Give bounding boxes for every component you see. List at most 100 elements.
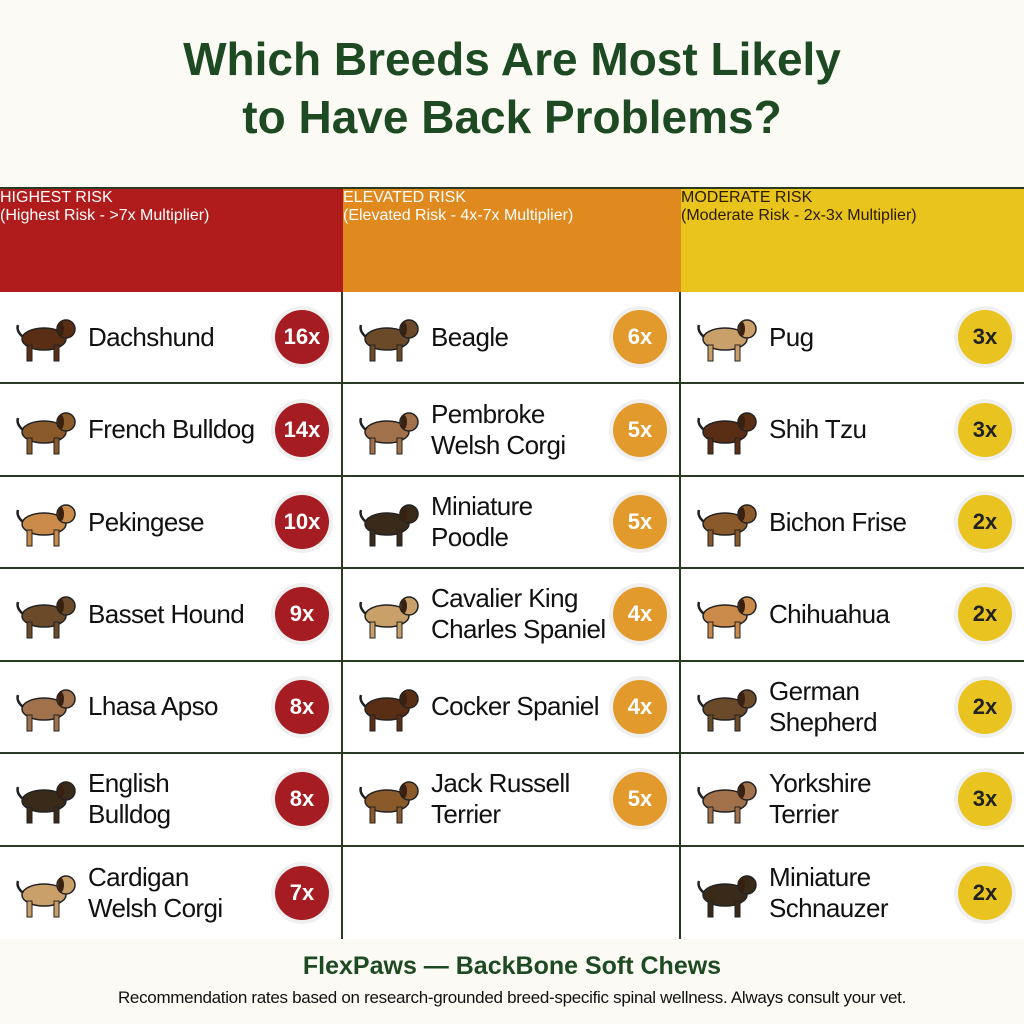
breed-cell: Pug 3x: [681, 292, 1024, 385]
column-header: ELEVATED RISK (Elevated Risk - 4x-7x Mult…: [343, 189, 681, 292]
breed-name-line: Bichon Frise: [769, 506, 907, 537]
breed-cell: German Shepherd 2x: [681, 661, 1024, 755]
risk-badge: 3x: [958, 772, 1012, 827]
breed-name: Yorkshire Terrier: [763, 768, 958, 830]
breed-name-line: Bulldog: [88, 799, 171, 830]
risk-badge: 14x: [275, 402, 329, 457]
breed-name-line: Lhasa Apso: [88, 691, 219, 722]
breed-name-line: Basset Hound: [88, 598, 245, 629]
dog-icon: [691, 492, 763, 552]
breed-name: Miniature Poodle: [425, 491, 613, 553]
breed-cell: Dachshund 16x: [0, 292, 343, 385]
breed-cell: Pembroke Welsh Corgi 5x: [343, 384, 681, 477]
dog-drawing: [16, 319, 76, 362]
risk-badge: 2x: [958, 495, 1012, 550]
footer-note: Recommendation rates based on research-g…: [117, 988, 907, 1007]
breed-name-line: Miniature: [431, 491, 533, 522]
breed-name-line: Jack Russell: [431, 768, 570, 799]
risk-badge: 4x: [613, 679, 667, 734]
risk-badge: 5x: [613, 772, 667, 827]
risk-badge: 4x: [613, 587, 667, 642]
breed-name-line: Yorkshire: [769, 768, 872, 799]
breed-name-line: Pembroke: [431, 398, 545, 429]
dog-icon: [691, 769, 763, 829]
dog-icon: [10, 307, 82, 367]
breed-name-line: Charles Spaniel: [431, 614, 606, 645]
breed-cell: Beagle 6x: [343, 292, 681, 385]
dog-drawing: [359, 781, 419, 824]
column-subheading: (Elevated Risk - 4x-7x Multiplier): [343, 207, 574, 224]
breed-name-line: Dachshund: [88, 321, 215, 352]
breed-name-line: Cavalier King: [431, 583, 578, 614]
breed-cell: Shih Tzu 3x: [681, 384, 1024, 477]
breed-name: Jack Russell Terrier: [425, 768, 613, 830]
breed-name: Basset Hound: [82, 599, 275, 630]
dog-icon: [10, 677, 82, 737]
breed-cell: Pekingese 10x: [0, 476, 343, 570]
title-line: to Have Back Problems?: [242, 91, 782, 143]
dog-drawing: [16, 596, 76, 639]
dog-drawing: [16, 689, 76, 732]
risk-badge: 10x: [275, 495, 329, 550]
breed-name: Pembroke Welsh Corgi: [425, 399, 613, 461]
dog-icon: [691, 863, 763, 923]
dog-drawing: [359, 504, 419, 547]
breed-name-line: Cocker Spaniel: [431, 691, 600, 722]
breed-name-line: Poodle: [431, 522, 509, 553]
dog-drawing: [16, 874, 76, 918]
breed-name: Pekingese: [82, 507, 275, 538]
dog-drawing: [359, 689, 419, 732]
breed-name-line: Pekingese: [88, 506, 205, 537]
dog-icon: [691, 400, 763, 460]
dog-drawing: [697, 874, 757, 918]
column-subheading: (Moderate Risk - 2x-3x Multiplier): [681, 207, 917, 224]
breed-name: English Bulldog: [82, 768, 275, 830]
risk-badge: 6x: [613, 310, 667, 365]
breed-name-line: Chihuahua: [769, 598, 890, 629]
dog-icon: [353, 492, 425, 552]
dog-drawing: [359, 411, 419, 455]
breed-name-line: Miniature: [769, 861, 871, 892]
risk-badge: 2x: [958, 679, 1012, 734]
dog-icon: [10, 584, 82, 644]
breed-cell: Miniature Schnauzer 2x: [681, 846, 1024, 939]
risk-badge: 16x: [275, 310, 329, 365]
risk-table: HIGHEST RISK (Highest Risk - >7x Multipli…: [0, 187, 1024, 939]
dog-drawing: [359, 596, 419, 639]
dog-drawing: [16, 781, 76, 824]
breed-name-line: Shepherd: [769, 706, 878, 737]
title-line: Which Breeds Are Most Likely: [183, 33, 841, 85]
breed-name: Dachshund: [82, 322, 275, 353]
breed-name: Bichon Frise: [763, 507, 958, 538]
breed-name: Cocker Spaniel: [425, 691, 613, 722]
dog-icon: [691, 584, 763, 644]
risk-badge: 8x: [275, 772, 329, 827]
dog-drawing: [697, 411, 757, 455]
breed-cell: [343, 846, 681, 939]
risk-badge: 8x: [275, 679, 329, 734]
risk-badge: 2x: [958, 865, 1012, 920]
risk-badge: 3x: [958, 310, 1012, 365]
dog-drawing: [359, 319, 419, 362]
dog-icon: [353, 677, 425, 737]
breed-name: Cardigan Welsh Corgi: [82, 862, 275, 924]
risk-badge: 9x: [275, 587, 329, 642]
dog-drawing: [16, 504, 76, 547]
breed-cell: Cavalier King Charles Spaniel 4x: [343, 569, 681, 662]
dog-icon: [10, 863, 82, 923]
breed-cell: Miniature Poodle 5x: [343, 476, 681, 570]
column-header: MODERATE RISK (Moderate Risk - 2x-3x Mult…: [681, 189, 1024, 292]
dog-icon: [353, 769, 425, 829]
breed-name: Cavalier King Charles Spaniel: [425, 583, 613, 645]
dog-icon: [691, 307, 763, 367]
column-heading: HIGHEST RISK: [0, 189, 113, 206]
breed-name-line: Welsh Corgi: [88, 892, 223, 923]
risk-badge: 3x: [958, 402, 1012, 457]
risk-badge: 2x: [958, 587, 1012, 642]
dog-icon: [10, 769, 82, 829]
breed-name-line: Terrier: [769, 799, 839, 830]
column-header: HIGHEST RISK (Highest Risk - >7x Multipli…: [0, 189, 343, 292]
dog-icon: [10, 492, 82, 552]
breed-name: Miniature Schnauzer: [763, 862, 958, 924]
breed-name: Lhasa Apso: [82, 691, 275, 722]
